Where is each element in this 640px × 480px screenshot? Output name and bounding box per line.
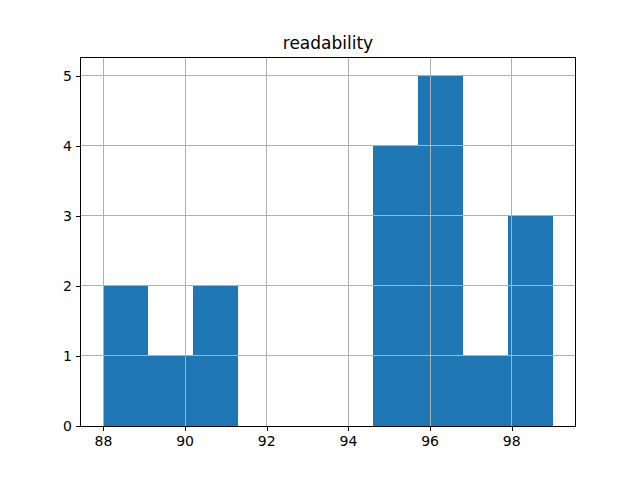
gridline-vertical: [185, 58, 186, 426]
plot-area: [80, 57, 576, 427]
gridline-horizontal: [81, 285, 575, 286]
gridline-horizontal: [81, 355, 575, 356]
x-tick-label: 94: [328, 433, 368, 449]
gridline-vertical: [511, 58, 512, 426]
gridline-vertical: [103, 58, 104, 426]
y-tick-label: 3: [42, 208, 72, 224]
y-tick-mark: [76, 286, 80, 287]
gridline-vertical: [430, 58, 431, 426]
x-tick-mark: [185, 427, 186, 431]
x-tick-mark: [103, 427, 104, 431]
gridline-vertical: [266, 58, 267, 426]
x-tick-mark: [430, 427, 431, 431]
figure: readability 88 90 92 94 96 98 0 1 2 3 4 5: [0, 0, 640, 480]
y-tick-label: 4: [42, 138, 72, 154]
x-tick-label: 98: [492, 433, 532, 449]
x-tick-mark: [512, 427, 513, 431]
x-tick-label: 92: [247, 433, 287, 449]
y-tick-mark: [76, 426, 80, 427]
y-tick-label: 2: [42, 278, 72, 294]
x-tick-label: 90: [165, 433, 205, 449]
x-tick-mark: [267, 427, 268, 431]
y-tick-mark: [76, 216, 80, 217]
y-tick-label: 5: [42, 68, 72, 84]
y-tick-mark: [76, 76, 80, 77]
gridline-horizontal: [81, 145, 575, 146]
x-tick-label: 88: [83, 433, 123, 449]
x-tick-label: 96: [410, 433, 450, 449]
y-tick-label: 0: [42, 418, 72, 434]
grid-layer: [81, 58, 575, 426]
chart-title: readability: [80, 33, 576, 53]
gridline-horizontal: [81, 75, 575, 76]
y-tick-mark: [76, 356, 80, 357]
gridline-horizontal: [81, 215, 575, 216]
x-tick-mark: [348, 427, 349, 431]
gridline-vertical: [348, 58, 349, 426]
y-tick-mark: [76, 146, 80, 147]
y-tick-label: 1: [42, 348, 72, 364]
